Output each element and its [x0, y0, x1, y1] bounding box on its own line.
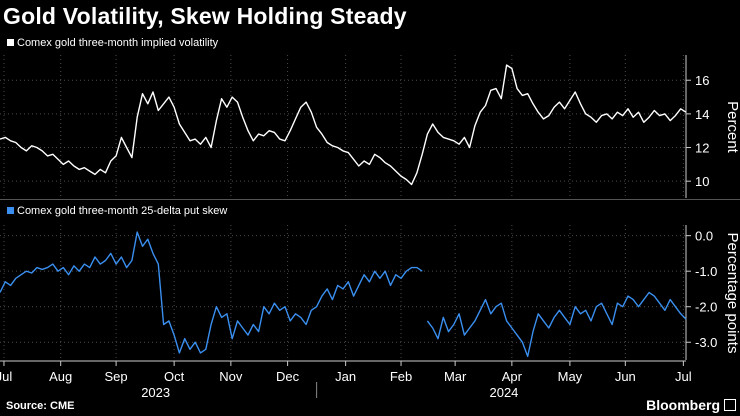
year-label-2023: 2023 — [141, 385, 170, 400]
x-tick-label-apr: Apr — [502, 369, 523, 384]
panel-implied-volatility: Comex gold three-month implied volatilit… — [0, 37, 740, 198]
y-axis-top: 10 12 14 16 — [686, 73, 709, 189]
volatility-ytick-label: 12 — [695, 141, 709, 156]
y-axis-label-percentage-points: Percentage points — [724, 233, 740, 354]
skew-line — [0, 231, 687, 358]
x-axis: Jul Aug Sep Oct Nov Dec Jan Feb Mar Apr May Jun Jul 2… — [0, 360, 692, 400]
x-tick-label-nov: Nov — [219, 369, 243, 384]
x-tick-label-aug: Aug — [49, 369, 72, 384]
skew-ytick-label: 0.0 — [695, 229, 713, 244]
year-label-2024: 2024 — [489, 385, 518, 400]
x-tick-label-jul: Jul — [0, 369, 12, 384]
grid-bottom — [0, 225, 686, 360]
y-axis-bottom: 0.0 -1.0 -2.0 -3.0 — [686, 229, 717, 350]
legend-swatch-volatility — [7, 39, 14, 46]
x-tick-label-feb: Feb — [390, 369, 412, 384]
x-tick-label-oct: Oct — [164, 369, 185, 384]
y-axis-label-percent: Percent — [724, 101, 740, 154]
volatility-ytick-label: 10 — [695, 174, 709, 189]
x-tick-label-may: May — [558, 369, 583, 384]
skew-ytick-label: -2.0 — [695, 300, 717, 315]
skew-ytick-label: -3.0 — [695, 335, 717, 350]
panel-put-skew: Comex gold three-month 25-delta put skew… — [0, 205, 740, 360]
skew-ytick-label: -1.0 — [695, 264, 717, 279]
bloomberg-logo-icon — [724, 399, 736, 411]
x-tick-label-sep: Sep — [105, 369, 128, 384]
volatility-ytick-label: 16 — [695, 73, 709, 88]
volatility-ytick-label: 14 — [695, 107, 709, 122]
x-tick-label-jan: Jan — [335, 369, 356, 384]
x-tick-label-mar: Mar — [444, 369, 467, 384]
legend-swatch-skew — [7, 207, 14, 214]
volatility-line — [0, 64, 687, 186]
grid-top — [0, 55, 686, 198]
chart-title: Gold Volatility, Skew Holding Steady — [3, 3, 407, 29]
source-note: Source: CME — [6, 400, 75, 412]
x-tick-label-jul: Jul — [675, 369, 692, 384]
legend-label-volatility: Comex gold three-month implied volatilit… — [17, 37, 219, 49]
bloomberg-logo: Bloomberg — [646, 397, 720, 413]
x-tick-label-dec: Dec — [276, 369, 300, 384]
legend-label-skew: Comex gold three-month 25-delta put skew — [17, 205, 227, 217]
x-tick-label-jun: Jun — [615, 369, 636, 384]
